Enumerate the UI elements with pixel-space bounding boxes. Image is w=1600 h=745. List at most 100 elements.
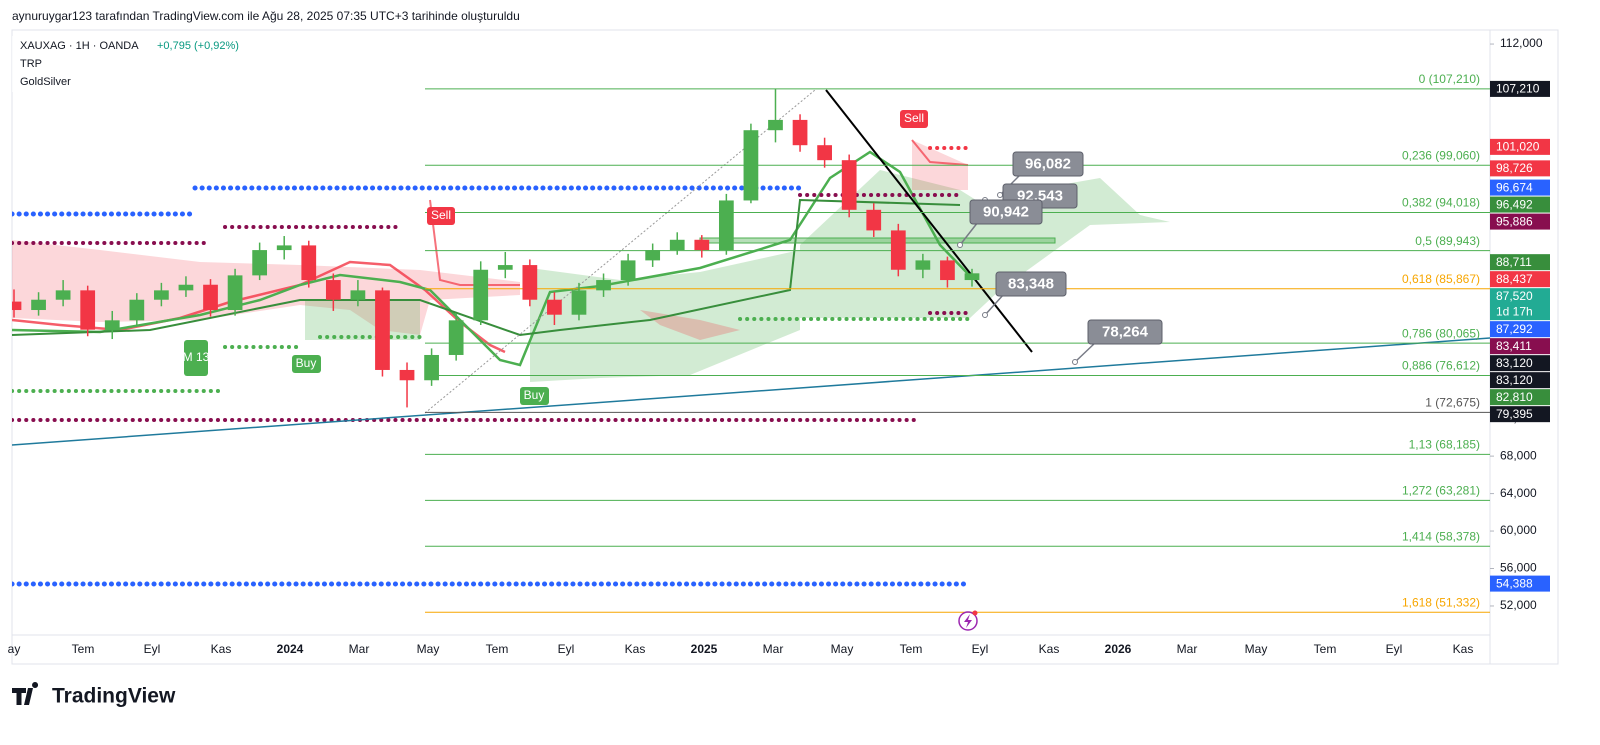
legend-bg xyxy=(12,36,257,92)
candle-body xyxy=(817,145,832,161)
frame xyxy=(11,29,1559,665)
callout-anchor xyxy=(982,312,988,318)
callout-leader xyxy=(959,221,979,246)
callout-anchor xyxy=(997,192,1003,198)
fib-label: 1,618 (51,332) xyxy=(1402,595,1480,609)
candle-body xyxy=(497,265,513,270)
candle-body xyxy=(964,273,980,281)
x-tick-label: ay xyxy=(8,642,21,656)
candle-body xyxy=(12,301,22,311)
y-tick-label: 60,000 xyxy=(1500,523,1537,537)
m13-badge xyxy=(184,340,208,376)
candle-body xyxy=(768,119,783,131)
price-label: 79,395 xyxy=(1496,407,1533,421)
y-tick-label: 64,000 xyxy=(1500,486,1537,500)
signals: Sell Sell Buy Buy M 13 xyxy=(183,110,928,405)
callout-label: 78,264 xyxy=(1102,323,1149,340)
candle-body xyxy=(940,260,955,281)
candle-body xyxy=(547,299,562,315)
price-label: 96,674 xyxy=(1496,180,1533,194)
symbol: XAUXAG · 1H · OANDA xyxy=(20,40,139,52)
x-tick-label: Tem xyxy=(486,642,509,656)
price-label: 54,388 xyxy=(1496,576,1533,590)
price-label-box xyxy=(1490,288,1550,321)
candle-body xyxy=(350,290,366,300)
price-label-box xyxy=(1490,213,1550,230)
price-label: 83,411 xyxy=(1496,339,1532,353)
sell-label: Sell xyxy=(431,208,451,222)
price-label-box xyxy=(1490,80,1550,97)
price-label-box xyxy=(1490,389,1550,406)
buy-label: Buy xyxy=(524,388,545,402)
candle-body xyxy=(276,245,292,251)
candle-body xyxy=(80,290,96,330)
m13-label: M 13 xyxy=(183,350,210,364)
price-label: 96,492 xyxy=(1496,197,1533,211)
candle-body xyxy=(841,160,857,210)
alert-icon xyxy=(958,610,978,631)
price-label: 98,726 xyxy=(1496,161,1533,175)
fib-label: 0,5 (89,943) xyxy=(1415,234,1480,248)
price-label: 83,120 xyxy=(1496,356,1533,370)
x-tick-label: Mar xyxy=(349,642,370,656)
price-label-box xyxy=(1490,160,1550,177)
x-tick-label: 2025 xyxy=(691,642,718,656)
price-label: 101,020 xyxy=(1496,140,1540,154)
callout-box xyxy=(969,199,1043,225)
cloud-future xyxy=(800,170,1170,318)
callout-leader xyxy=(1074,341,1097,363)
price-label: 87,520 xyxy=(1496,289,1533,303)
buy-badge xyxy=(520,387,549,405)
x-tick-label: May xyxy=(417,642,440,656)
callout-box xyxy=(1012,151,1084,177)
price-label-box xyxy=(1490,355,1550,372)
candle-body xyxy=(399,369,415,381)
candle-body xyxy=(792,119,808,146)
price-label-box xyxy=(1490,321,1550,338)
alert-dot xyxy=(972,610,978,616)
y-tick-label: 52,000 xyxy=(1500,598,1537,612)
price-label: 82,810 xyxy=(1496,390,1533,404)
x-tick-label: May xyxy=(1245,642,1268,656)
fib-label: 0,382 (94,018) xyxy=(1402,196,1480,210)
cloud-green xyxy=(305,300,420,340)
callout-anchor xyxy=(957,242,963,248)
candle-body xyxy=(178,284,194,291)
trail-red xyxy=(429,199,520,286)
fib-label: 1,13 (68,185) xyxy=(1409,438,1480,452)
x-tick-label: May xyxy=(831,642,854,656)
fib-label: 1 (72,675) xyxy=(1425,396,1480,410)
candle-body xyxy=(718,200,734,251)
callout-label: 96,082 xyxy=(1025,155,1071,172)
x-tick-label: Kas xyxy=(625,642,646,656)
candle-body xyxy=(375,290,390,370)
candle-body xyxy=(154,290,169,300)
callout-label: 83,348 xyxy=(1008,275,1054,292)
candle-body xyxy=(325,280,341,300)
y-tick-label: 68,000 xyxy=(1500,448,1537,462)
callout-box xyxy=(1087,319,1163,345)
fib-label: 0,886 (76,612) xyxy=(1402,359,1480,373)
x-tick-label: Eyl xyxy=(972,642,989,656)
x-tick-label: Kas xyxy=(211,642,232,656)
zone xyxy=(699,237,1056,244)
logo: TradingView xyxy=(12,682,176,708)
alert-ring xyxy=(958,611,978,631)
change: +0,795 (+0,92%) xyxy=(157,40,239,52)
price-label-box xyxy=(1490,406,1550,423)
logo-mark xyxy=(12,682,39,705)
indicator: GoldSilver xyxy=(20,76,71,88)
fib-label: 1,272 (63,281) xyxy=(1402,483,1480,497)
logo-text: TradingView xyxy=(52,685,176,708)
candle-body xyxy=(227,275,243,311)
price-label-box xyxy=(1490,254,1550,271)
x-tick-label: Eyl xyxy=(558,642,575,656)
x-tick-label: 2026 xyxy=(1105,642,1132,656)
price-label-box xyxy=(1490,338,1550,355)
trendline xyxy=(825,89,1033,353)
fib-label: 0 (107,210) xyxy=(1419,72,1480,86)
price-label-box xyxy=(1490,372,1550,389)
trail-red xyxy=(911,139,969,166)
